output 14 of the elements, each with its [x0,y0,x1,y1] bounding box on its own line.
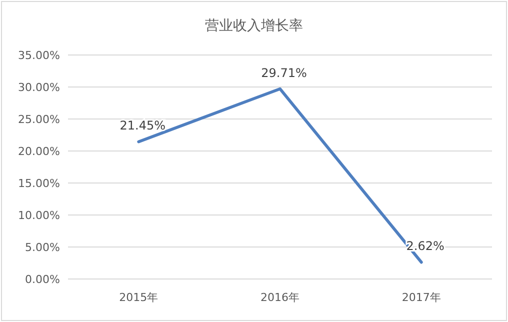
data-label: 21.45% [120,118,166,133]
ytick: 15.00% [18,177,60,190]
ytick: 25.00% [18,113,60,126]
xtick: 2016年 [260,291,300,304]
ytick: 0.00% [25,273,60,286]
ytick: 5.00% [25,241,60,254]
xtick: 2015年 [119,291,158,304]
ytick: 20.00% [18,145,60,158]
ytick: 35.00% [18,49,60,62]
title: 营业收入增长率 [205,18,303,34]
xtick: 2017年 [402,291,441,304]
ytick: 30.00% [18,81,60,94]
data-label: 29.71% [261,66,307,80]
ytick: 10.00% [18,209,60,222]
